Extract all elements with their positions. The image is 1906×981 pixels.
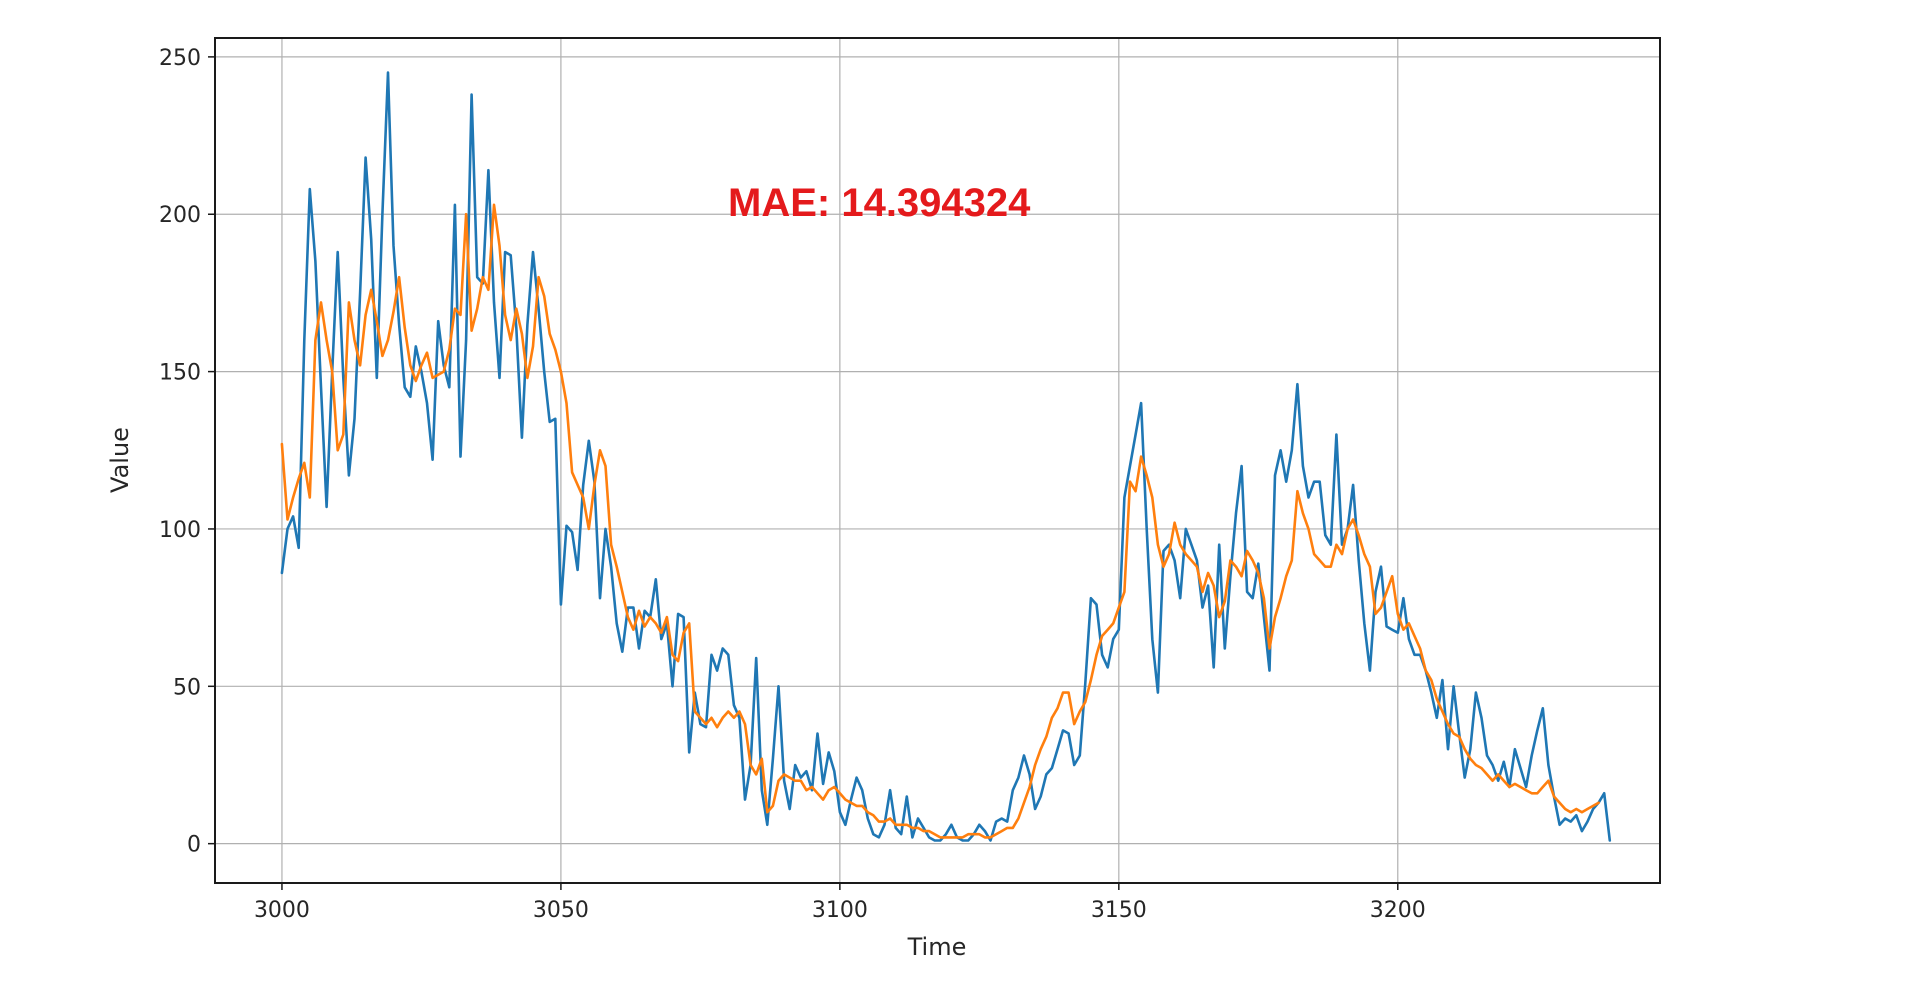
y-tick-label: 200 [159, 203, 201, 228]
y-tick-label: 250 [159, 46, 201, 71]
y-tick-label: 100 [159, 518, 201, 543]
x-tick-label: 3000 [254, 898, 310, 923]
x-tick-label: 3150 [1091, 898, 1147, 923]
x-tick-label: 3100 [812, 898, 868, 923]
mae-annotation: MAE: 14.394324 [728, 181, 1031, 225]
x-tick-label: 3200 [1370, 898, 1426, 923]
x-tick-label: 3050 [533, 898, 589, 923]
y-axis-label: Value [106, 427, 134, 493]
x-axis-label: Time [907, 933, 967, 961]
series-layer [280, 71, 1612, 842]
y-tick-label: 0 [187, 833, 201, 858]
series-line-2 [280, 203, 1600, 839]
grid [215, 38, 1660, 883]
y-tick-label: 50 [173, 675, 201, 700]
y-tick-label: 150 [159, 361, 201, 386]
ticks: 3000 3050 3100 3150 3200 0 50 100 150 200 250 [159, 46, 1426, 923]
plot-frame [214, 37, 1661, 884]
